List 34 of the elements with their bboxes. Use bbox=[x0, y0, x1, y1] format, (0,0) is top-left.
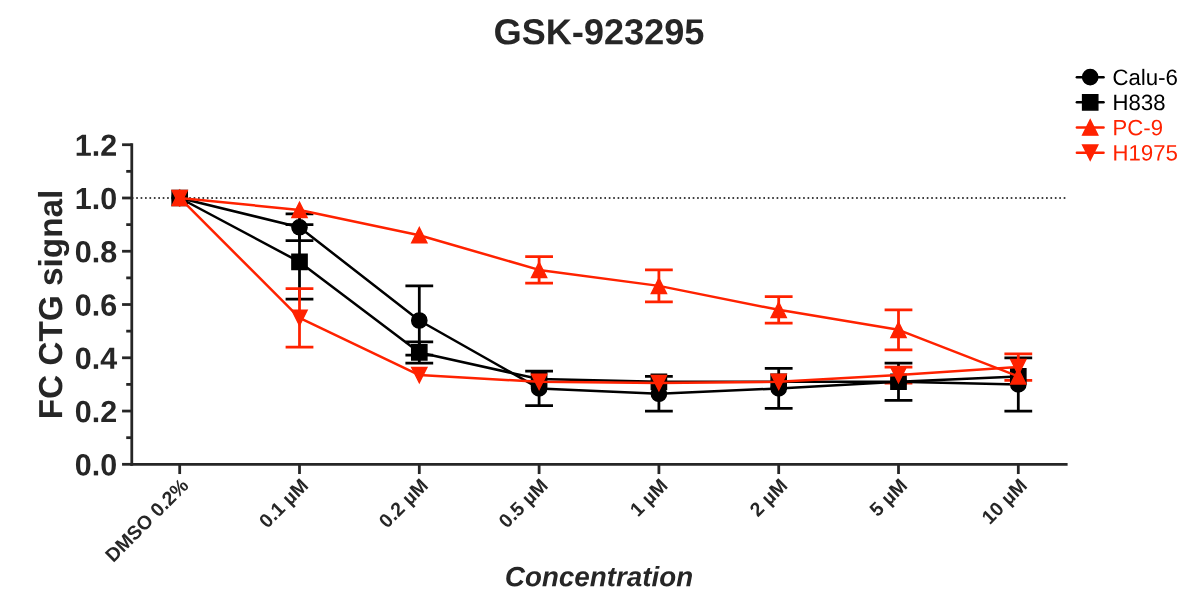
x-tick-label: 5 µM bbox=[868, 478, 911, 521]
point bbox=[291, 201, 308, 219]
y-axis-title: FC CTG signal bbox=[37, 192, 70, 418]
point bbox=[410, 226, 428, 244]
legend-label: H1975 bbox=[1114, 144, 1177, 161]
x-axis-title: Concentration bbox=[506, 566, 692, 587]
legend-label: PC-9 bbox=[1114, 119, 1163, 136]
point bbox=[770, 301, 788, 319]
y-tick-label: 0.8 bbox=[75, 240, 117, 263]
point bbox=[890, 321, 907, 339]
y-tick-label: 1.0 bbox=[76, 187, 116, 210]
point bbox=[410, 344, 428, 361]
y-tick-label: 0.4 bbox=[75, 347, 118, 370]
point bbox=[410, 312, 428, 329]
point bbox=[530, 261, 548, 279]
y-tick-label: 1.2 bbox=[76, 134, 116, 156]
x-tick-label: 2 µM bbox=[748, 478, 791, 520]
y-tick-label: 0.6 bbox=[75, 294, 117, 316]
x-tick-label: 1 µM bbox=[629, 478, 671, 520]
legend-label: Calu-6 bbox=[1113, 68, 1177, 86]
x-tick-label: 0.5 µM bbox=[497, 478, 551, 532]
point bbox=[890, 366, 907, 384]
x-tick-label: 0.2 µM bbox=[377, 478, 432, 532]
y-tick-label: 0.0 bbox=[75, 454, 116, 476]
point bbox=[291, 218, 308, 236]
point bbox=[650, 277, 668, 295]
x-tick-label: 0.1 µM bbox=[258, 478, 312, 532]
point bbox=[410, 366, 428, 384]
point bbox=[291, 309, 308, 327]
x-tick-label: 10 µM bbox=[981, 478, 1031, 528]
chart-title: GSK-923295 bbox=[495, 19, 704, 45]
y-tick-label: 0.2 bbox=[75, 400, 116, 423]
point bbox=[291, 253, 308, 271]
legend-label: H838 bbox=[1114, 94, 1165, 111]
